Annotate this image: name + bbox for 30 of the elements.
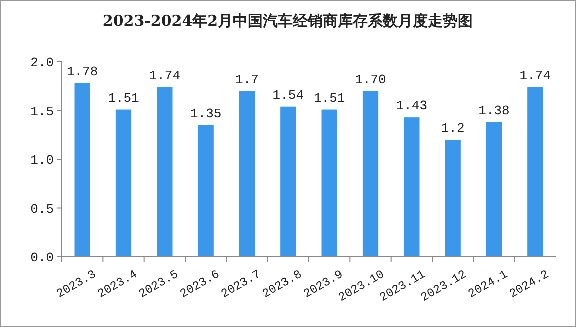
bar [198, 125, 214, 257]
data-label: 1.70 [355, 72, 386, 88]
data-label: 1.38 [478, 103, 510, 118]
data-label: 1.2 [441, 121, 465, 136]
bar [486, 122, 502, 257]
data-label: 1.43 [396, 98, 428, 114]
bar [362, 91, 379, 257]
y-tick-label: 0.5 [30, 202, 54, 217]
bar [280, 106, 296, 257]
y-tick-label: 0.0 [30, 250, 54, 266]
bar [445, 140, 461, 257]
data-label: 1.74 [520, 68, 552, 84]
chart-title: 2023-2024年2月中国汽车经销商库存系数月度走势图 [102, 12, 474, 30]
bar [528, 87, 544, 257]
bar [239, 91, 256, 257]
data-label: 1.35 [190, 106, 222, 122]
bar [74, 83, 90, 257]
bar [116, 110, 132, 257]
bar [322, 110, 338, 257]
data-label: 1.74 [149, 68, 181, 84]
bar [157, 87, 173, 257]
data-label: 1.7 [236, 72, 259, 88]
bar [404, 118, 420, 257]
y-tick-label: 1.0 [30, 153, 54, 168]
data-label: 1.78 [66, 64, 98, 80]
data-label: 1.51 [108, 90, 140, 106]
y-tick-label: 1.5 [30, 104, 54, 120]
data-label: 1.51 [314, 90, 346, 106]
y-tick-label: 2.0 [30, 56, 54, 71]
data-label: 1.54 [272, 88, 304, 103]
